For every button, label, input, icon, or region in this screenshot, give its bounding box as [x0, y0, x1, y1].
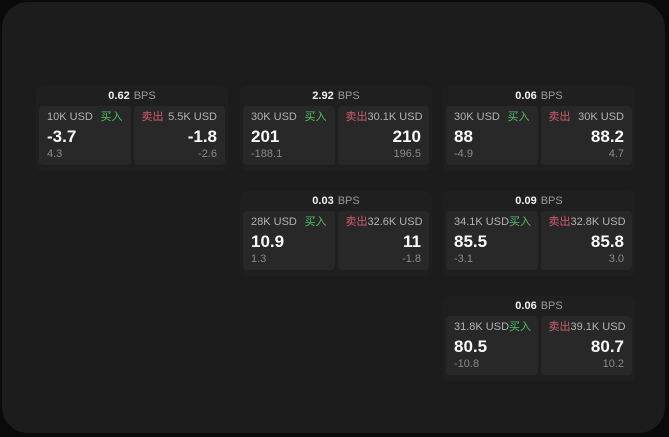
buy-panel[interactable]: 10K USD 买入 -3.7 4.3	[39, 106, 131, 165]
quote-card: 0.62 BPS 10K USD 买入 -3.7 4.3 卖出 5.5K USD…	[36, 86, 228, 171]
buy-amount: 10K USD	[47, 111, 93, 123]
buy-side-label: 买入	[304, 111, 327, 123]
card-body: 10K USD 买入 -3.7 4.3 卖出 5.5K USD -1.8 -2.…	[36, 106, 228, 168]
sell-side-label: 卖出	[345, 111, 368, 123]
bps-unit: BPS	[540, 194, 563, 207]
buy-panel[interactable]: 31.8K USD 买入 80.5 -10.8	[446, 316, 538, 375]
buy-delta: -10.8	[454, 358, 480, 370]
sell-panel[interactable]: 卖出 32.6K USD 11 -1.8	[337, 211, 429, 270]
sell-panel[interactable]: 卖出 39.1K USD 80.7 10.2	[540, 316, 632, 375]
buy-delta: -4.9	[454, 148, 473, 160]
bps-value: 0.03	[312, 194, 334, 207]
bps-value: 2.92	[312, 89, 334, 102]
sell-delta: -1.8	[402, 253, 421, 265]
card-body: 34.1K USD 买入 85.5 -3.1 卖出 32.8K USD 85.8…	[443, 211, 635, 273]
sell-delta: 10.2	[602, 358, 624, 370]
bps-value: 0.62	[108, 89, 130, 102]
sell-side-label: 卖出	[548, 111, 571, 123]
bps-header: 0.62 BPS	[36, 86, 228, 106]
buy-side-label: 买入	[509, 321, 532, 333]
bps-value: 0.06	[515, 89, 537, 102]
sell-side-label: 卖出	[548, 321, 571, 333]
sell-delta: -2.6	[198, 148, 217, 160]
sell-delta: 196.5	[393, 148, 421, 160]
buy-price: 80.5	[454, 336, 488, 356]
sell-amount: 39.1K USD	[570, 321, 626, 333]
buy-panel[interactable]: 30K USD 买入 201 -188.1	[243, 106, 335, 165]
buy-side-label: 买入	[509, 216, 532, 228]
bps-unit: BPS	[540, 89, 563, 102]
sell-panel[interactable]: 卖出 30K USD 88.2 4.7	[540, 106, 632, 165]
sell-panel[interactable]: 卖出 5.5K USD -1.8 -2.6	[133, 106, 225, 165]
sell-amount: 32.8K USD	[570, 216, 626, 228]
buy-delta: 4.3	[47, 148, 63, 160]
quote-card: 0.06 BPS 30K USD 买入 88 -4.9 卖出 30K USD 8…	[443, 86, 635, 171]
sell-price: 88.2	[590, 126, 624, 146]
card-body: 30K USD 买入 88 -4.9 卖出 30K USD 88.2 4.7	[443, 106, 635, 168]
buy-amount: 28K USD	[251, 216, 297, 228]
bps-unit: BPS	[337, 89, 360, 102]
bps-unit: BPS	[133, 89, 156, 102]
sell-price: 80.7	[590, 336, 624, 356]
buy-amount: 30K USD	[454, 111, 500, 123]
buy-panel[interactable]: 34.1K USD 买入 85.5 -3.1	[446, 211, 538, 270]
buy-panel[interactable]: 30K USD 买入 88 -4.9	[446, 106, 538, 165]
card-body: 30K USD 买入 201 -188.1 卖出 30.1K USD 210 1…	[240, 106, 432, 168]
bps-header: 0.03 BPS	[240, 191, 432, 211]
bps-header: 0.06 BPS	[443, 296, 635, 316]
buy-price: 10.9	[251, 231, 285, 251]
bps-value: 0.09	[515, 194, 537, 207]
buy-price: -3.7	[47, 126, 77, 146]
quote-card: 2.92 BPS 30K USD 买入 201 -188.1 卖出 30.1K …	[240, 86, 432, 171]
bps-unit: BPS	[540, 299, 563, 312]
sell-price: 210	[392, 126, 421, 146]
bps-header: 2.92 BPS	[240, 86, 432, 106]
sell-amount: 30K USD	[578, 111, 624, 123]
buy-side-label: 买入	[100, 111, 123, 123]
buy-delta: -188.1	[251, 148, 283, 160]
buy-price: 85.5	[454, 231, 488, 251]
quote-card: 0.06 BPS 31.8K USD 买入 80.5 -10.8 卖出 39.1…	[443, 296, 635, 381]
sell-delta: 4.7	[608, 148, 624, 160]
buy-amount: 34.1K USD	[454, 216, 510, 228]
quote-card: 0.03 BPS 28K USD 买入 10.9 1.3 卖出 32.6K US…	[240, 191, 432, 276]
bps-header: 0.09 BPS	[443, 191, 635, 211]
sell-panel[interactable]: 卖出 30.1K USD 210 196.5	[337, 106, 429, 165]
bps-unit: BPS	[337, 194, 360, 207]
buy-amount: 31.8K USD	[454, 321, 510, 333]
sell-price: -1.8	[187, 126, 217, 146]
buy-delta: 1.3	[251, 253, 267, 265]
sell-delta: 3.0	[608, 253, 624, 265]
sell-amount: 30.1K USD	[367, 111, 423, 123]
card-body: 31.8K USD 买入 80.5 -10.8 卖出 39.1K USD 80.…	[443, 316, 635, 378]
buy-amount: 30K USD	[251, 111, 297, 123]
sell-side-label: 卖出	[141, 111, 164, 123]
sell-panel[interactable]: 卖出 32.8K USD 85.8 3.0	[540, 211, 632, 270]
buy-side-label: 买入	[304, 216, 327, 228]
buy-panel[interactable]: 28K USD 买入 10.9 1.3	[243, 211, 335, 270]
sell-price: 85.8	[590, 231, 624, 251]
buy-delta: -3.1	[454, 253, 473, 265]
sell-amount: 32.6K USD	[367, 216, 423, 228]
bps-value: 0.06	[515, 299, 537, 312]
sell-side-label: 卖出	[345, 216, 368, 228]
sell-price: 11	[403, 231, 421, 251]
buy-side-label: 买入	[507, 111, 530, 123]
buy-price: 201	[251, 126, 280, 146]
sell-amount: 5.5K USD	[168, 111, 217, 123]
card-body: 28K USD 买入 10.9 1.3 卖出 32.6K USD 11 -1.8	[240, 211, 432, 273]
bps-header: 0.06 BPS	[443, 86, 635, 106]
buy-price: 88	[454, 126, 473, 146]
sell-side-label: 卖出	[548, 216, 571, 228]
quote-card: 0.09 BPS 34.1K USD 买入 85.5 -3.1 卖出 32.8K…	[443, 191, 635, 276]
